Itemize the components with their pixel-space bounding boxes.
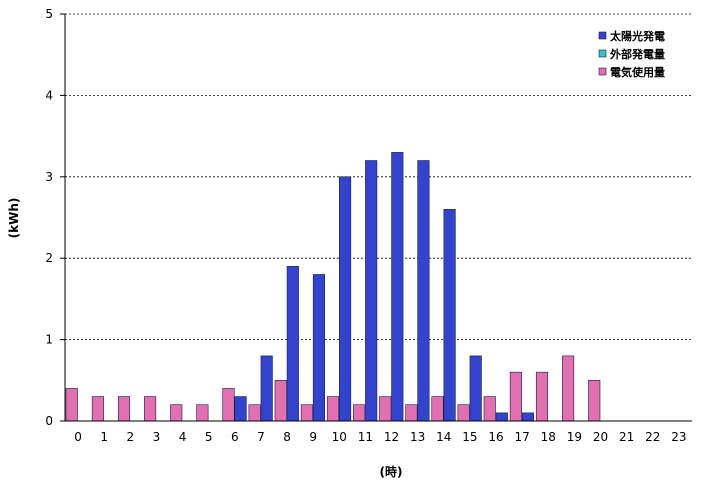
x-tick-label: 6 xyxy=(231,430,239,444)
gridlines xyxy=(60,13,692,422)
bar xyxy=(326,396,340,422)
bar xyxy=(144,396,157,422)
bar xyxy=(196,404,209,422)
bar xyxy=(65,388,78,422)
x-tick-label: 21 xyxy=(619,430,634,444)
legend-swatch xyxy=(598,31,607,40)
x-axis-title: (時) xyxy=(380,464,403,479)
bar xyxy=(248,404,261,422)
y-tick-label: 5 xyxy=(45,7,53,21)
bar xyxy=(457,404,470,422)
bar xyxy=(443,209,456,422)
x-tick-label: 3 xyxy=(153,430,161,444)
legend-label: 外部発電量 xyxy=(609,47,665,61)
bar xyxy=(509,371,522,422)
x-tick-label: 20 xyxy=(593,430,608,444)
x-tick-label: 22 xyxy=(645,430,660,444)
bar xyxy=(405,404,418,422)
x-tick-label: 12 xyxy=(384,430,399,444)
x-tick-label: 14 xyxy=(436,430,451,444)
bar xyxy=(353,404,366,422)
bar xyxy=(379,396,392,422)
bar xyxy=(260,355,273,422)
bar xyxy=(339,176,352,422)
y-tick-label: 3 xyxy=(45,170,53,184)
x-tick-label: 18 xyxy=(541,430,556,444)
bar xyxy=(117,396,131,422)
bar xyxy=(234,396,247,422)
bar xyxy=(170,404,183,422)
bar xyxy=(365,160,378,422)
x-tick-label: 16 xyxy=(488,430,503,444)
bar xyxy=(391,152,404,422)
bar xyxy=(312,274,326,422)
x-tick-label: 17 xyxy=(515,430,530,444)
bar xyxy=(469,355,482,422)
y-axis-title: (kWh) xyxy=(7,198,21,239)
legend-swatch xyxy=(598,49,607,58)
bars xyxy=(65,152,601,422)
bar xyxy=(521,412,535,422)
bar xyxy=(300,404,313,422)
axes xyxy=(64,14,692,422)
x-tick-label: 7 xyxy=(257,430,265,444)
bar xyxy=(274,379,287,422)
bar xyxy=(91,396,104,422)
x-tick-label: 10 xyxy=(332,430,347,444)
y-tick-label: 4 xyxy=(45,88,53,102)
legend-label: 太陽光発電 xyxy=(609,29,665,43)
x-tick-label: 1 xyxy=(100,430,108,444)
bar xyxy=(431,396,444,422)
y-tick-label: 2 xyxy=(45,251,53,265)
x-tick-label: 4 xyxy=(179,430,187,444)
legend-swatch xyxy=(598,67,607,76)
bar xyxy=(588,379,601,422)
x-tick-label: 11 xyxy=(358,430,373,444)
x-tick-label: 9 xyxy=(309,430,317,444)
bar xyxy=(286,266,299,422)
bar xyxy=(495,412,508,422)
x-tick-label: 5 xyxy=(205,430,213,444)
x-tick-label: 2 xyxy=(126,430,134,444)
x-tick-label: 23 xyxy=(671,430,686,444)
x-tick-labels: 0 1 2 3 4 5 6 7 8 9 10 11 12 13 14 15 16 17 18 19 20 21 22 23 xyxy=(74,430,686,444)
bar xyxy=(222,388,235,422)
x-tick-label: 19 xyxy=(567,430,582,444)
y-tick-label: 0 xyxy=(45,414,53,428)
x-tick-label: 0 xyxy=(74,430,82,444)
y-tick-labels: 0 1 2 3 4 5 xyxy=(45,7,53,428)
y-tick-label: 1 xyxy=(45,333,53,347)
bar xyxy=(483,396,496,422)
bar xyxy=(417,160,430,422)
bar xyxy=(562,355,575,422)
bar xyxy=(535,371,549,422)
x-tick-label: 8 xyxy=(283,430,291,444)
legend-label: 電気使用量 xyxy=(610,65,665,79)
x-tick-label: 13 xyxy=(410,430,425,444)
x-tick-label: 15 xyxy=(462,430,477,444)
